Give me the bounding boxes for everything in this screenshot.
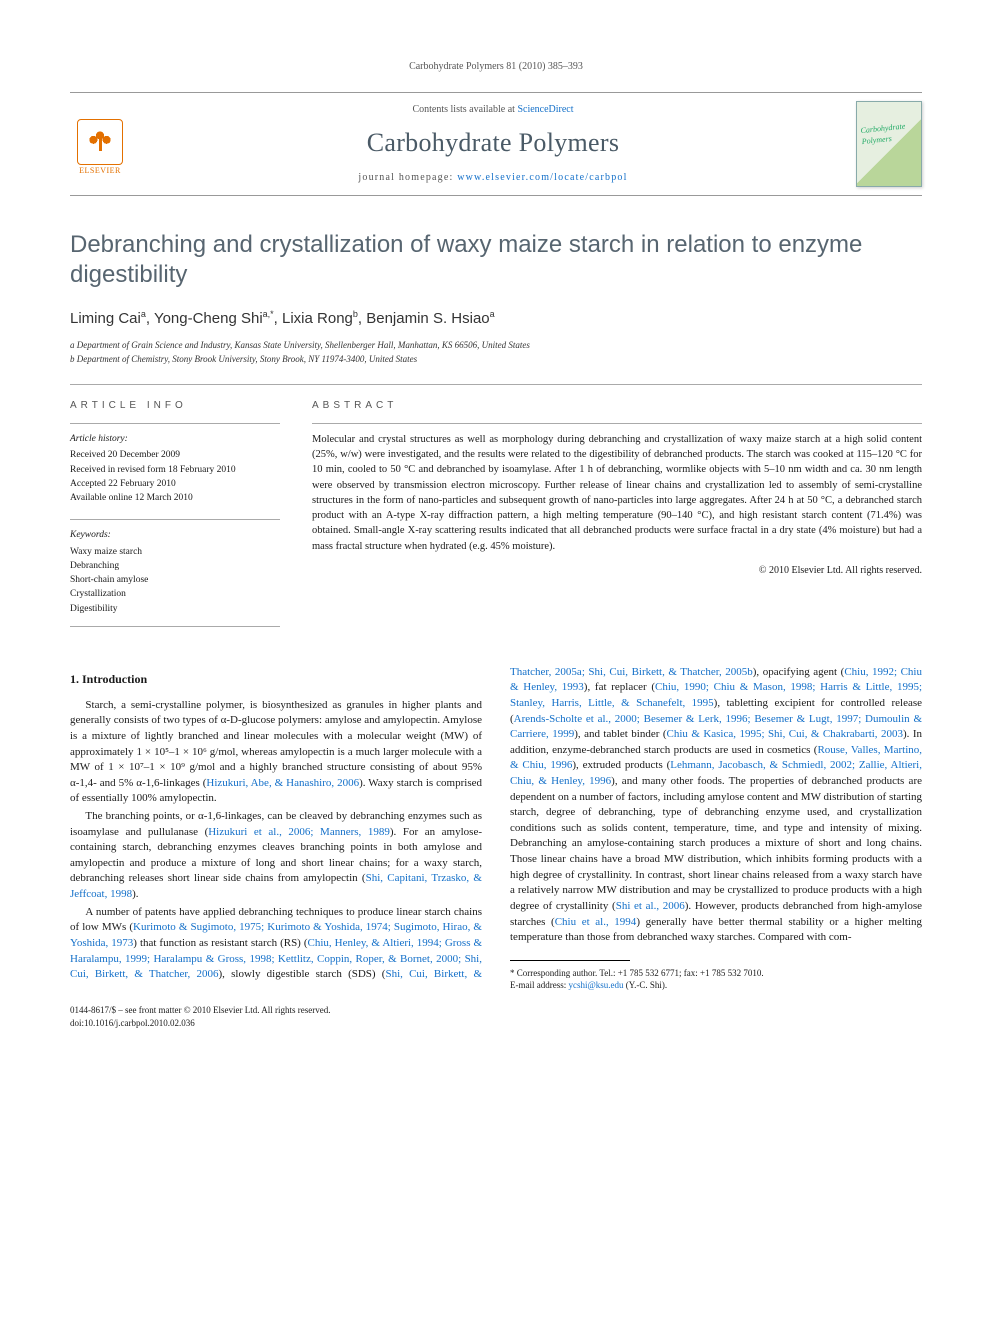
article-info-column: ARTICLE INFO Article history: Received 2…: [70, 399, 280, 641]
intro-paragraph-1: Starch, a semi-crystalline polymer, is b…: [70, 698, 482, 807]
ref-link[interactable]: Hizukuri, Abe, & Hanashiro, 2006: [206, 777, 359, 789]
history-accepted: Accepted 22 February 2010: [70, 477, 280, 491]
p3e: ), opacifying agent (: [753, 666, 845, 678]
keyword: Debranching: [70, 559, 280, 573]
affiliations: a Department of Grain Science and Indust…: [70, 339, 922, 366]
page-footer: 0144-8617/$ – see front matter © 2010 El…: [70, 1004, 922, 1029]
ref-link[interactable]: Chiu, Henley, & Altieri,: [308, 937, 414, 949]
abstract-column: ABSTRACT Molecular and crystal structure…: [312, 399, 922, 641]
ref-link[interactable]: Chiu & Kasica, 1995; Shi, Cui, & Chakrab…: [667, 728, 904, 740]
email-line: E-mail address: ycshi@ksu.edu (Y.-C. Shi…: [510, 979, 922, 992]
keyword: Crystallization: [70, 587, 280, 601]
history-revised: Received in revised form 18 February 201…: [70, 463, 280, 477]
page-container: Carbohydrate Polymers 81 (2010) 385–393 …: [0, 0, 992, 1069]
doi-line: doi:10.1016/j.carbpol.2010.02.036: [70, 1017, 922, 1030]
article-title: Debranching and crystallization of waxy …: [70, 230, 922, 290]
keyword: Waxy maize starch: [70, 545, 280, 559]
section-heading-introduction: 1. Introduction: [70, 671, 482, 688]
contents-prefix: Contents lists available at: [412, 104, 517, 115]
p3j: ), extruded products (: [572, 759, 670, 771]
history-heading: Article history:: [70, 432, 280, 446]
affiliation-a: a Department of Grain Science and Indust…: [70, 339, 922, 353]
ref-link[interactable]: Hizukuri et al., 2006; Manners, 1989: [208, 826, 390, 838]
corresponding-author-note: * Corresponding author. Tel.: +1 785 532…: [510, 967, 922, 980]
history-online: Available online 12 March 2010: [70, 491, 280, 505]
publisher-label: ELSEVIER: [79, 165, 121, 176]
email-tail: (Y.-C. Shi).: [624, 980, 668, 990]
abstract-label: ABSTRACT: [312, 399, 922, 413]
body-two-column: 1. Introduction Starch, a semi-crystalli…: [70, 665, 922, 992]
homepage-prefix: journal homepage:: [358, 172, 457, 183]
p3b: ) that function as resistant starch (RS)…: [133, 937, 307, 949]
journal-name: Carbohydrate Polymers: [144, 125, 842, 161]
footnote-separator: [510, 960, 630, 961]
email-label: E-mail address:: [510, 980, 568, 990]
intro-paragraph-2: The branching points, or α-1,6-linkages,…: [70, 809, 482, 903]
p3k: ), and many other foods. The properties …: [510, 775, 922, 912]
keywords-heading: Keywords:: [70, 528, 280, 542]
sciencedirect-link[interactable]: ScienceDirect: [517, 104, 573, 115]
elsevier-logo: ELSEVIER: [70, 112, 130, 176]
affiliation-b: b Department of Chemistry, Stony Brook U…: [70, 353, 922, 367]
running-head: Carbohydrate Polymers 81 (2010) 385–393: [70, 60, 922, 74]
email-link[interactable]: ycshi@ksu.edu: [568, 980, 623, 990]
abstract-copyright: © 2010 Elsevier Ltd. All rights reserved…: [312, 564, 922, 578]
footnotes: * Corresponding author. Tel.: +1 785 532…: [510, 967, 922, 992]
p1-text: Starch, a semi-crystalline polymer, is b…: [70, 699, 482, 789]
ref-link[interactable]: Chiu et al., 1994: [555, 916, 637, 928]
contents-lists-line: Contents lists available at ScienceDirec…: [144, 103, 842, 117]
info-abstract-row: ARTICLE INFO Article history: Received 2…: [70, 384, 922, 641]
keywords-block: Keywords: Waxy maize starch Debranching …: [70, 519, 280, 627]
elsevier-tree-icon: [77, 119, 123, 165]
history-received: Received 20 December 2009: [70, 448, 280, 462]
article-info-label: ARTICLE INFO: [70, 399, 280, 413]
abstract-text: Molecular and crystal structures as well…: [312, 423, 922, 554]
p3d: ), slowly digestible starch (SDS) (: [219, 968, 386, 980]
keyword: Digestibility: [70, 602, 280, 616]
homepage-link[interactable]: www.elsevier.com/locate/carbpol: [457, 172, 627, 183]
author-list: Liming Caia, Yong-Cheng Shia,*, Lixia Ro…: [70, 308, 922, 329]
p3f: ), fat replacer (: [584, 681, 655, 693]
info-rule: [70, 626, 280, 627]
keyword: Short-chain amylose: [70, 573, 280, 587]
journal-cover-thumbnail: [856, 101, 922, 187]
masthead: ELSEVIER Contents lists available at Sci…: [70, 92, 922, 196]
ref-link[interactable]: Shi et al., 2006: [616, 900, 685, 912]
p2c: ).: [132, 888, 138, 900]
p3h: ), and tablet binder (: [574, 728, 666, 740]
journal-homepage-line: journal homepage: www.elsevier.com/locat…: [144, 171, 842, 185]
masthead-center: Contents lists available at ScienceDirec…: [144, 103, 842, 185]
article-history-block: Article history: Received 20 December 20…: [70, 423, 280, 505]
issn-copyright-line: 0144-8617/$ – see front matter © 2010 El…: [70, 1004, 922, 1017]
